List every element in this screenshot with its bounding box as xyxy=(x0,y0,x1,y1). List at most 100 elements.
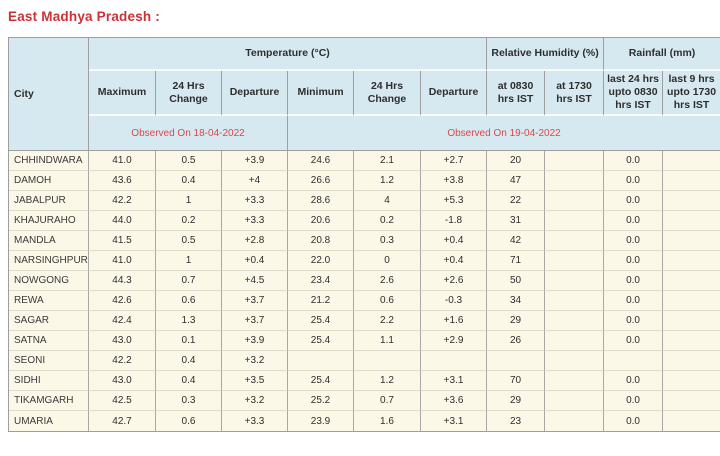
value-cell: 28.6 xyxy=(288,191,354,212)
value-cell: +3.9 xyxy=(222,331,288,352)
value-cell: 1.2 xyxy=(354,371,421,392)
col-header-rain-last9: last 9 hrs upto 1730 hrs IST xyxy=(663,71,720,117)
value-cell: 0.0 xyxy=(604,211,664,232)
group-header-rainfall: Rainfall (mm) xyxy=(604,38,720,71)
value-cell: 71 xyxy=(487,251,546,272)
value-cell: 0.2 xyxy=(156,211,222,232)
value-cell xyxy=(663,311,720,332)
value-cell xyxy=(545,211,605,232)
value-cell xyxy=(288,351,354,372)
value-cell xyxy=(545,231,605,252)
value-cell: 1 xyxy=(156,251,222,272)
value-cell: 0.0 xyxy=(604,191,664,212)
value-cell xyxy=(545,391,605,412)
value-cell xyxy=(663,191,720,212)
col-header-minimum: Minimum xyxy=(288,71,354,117)
value-cell xyxy=(663,271,720,292)
city-cell: SEONI xyxy=(9,351,89,372)
page-title: East Madhya Pradesh : xyxy=(8,9,161,24)
value-cell: 29 xyxy=(487,311,546,332)
value-cell: 44.0 xyxy=(89,211,156,232)
value-cell: 23.4 xyxy=(288,271,354,292)
value-cell: +4 xyxy=(222,171,288,192)
value-cell: 44.3 xyxy=(89,271,156,292)
value-cell: +2.8 xyxy=(222,231,288,252)
value-cell: 0 xyxy=(354,251,421,272)
value-cell: +3.8 xyxy=(421,171,488,192)
value-cell xyxy=(663,371,720,392)
col-header-min-24hrs-change: 24 Hrs Change xyxy=(354,71,421,117)
value-cell: -0.3 xyxy=(421,291,488,312)
value-cell: 41.0 xyxy=(89,151,156,172)
value-cell: 0.3 xyxy=(354,231,421,252)
value-cell: +3.3 xyxy=(222,211,288,232)
value-cell xyxy=(354,351,421,372)
col-header-max-departure: Departure xyxy=(222,71,288,117)
city-cell: UMARIA xyxy=(9,411,89,432)
value-cell xyxy=(663,151,720,172)
col-header-max-24hrs-change: 24 Hrs Change xyxy=(156,71,222,117)
value-cell: +3.1 xyxy=(421,411,488,432)
value-cell: 25.4 xyxy=(288,311,354,332)
value-cell: 0.4 xyxy=(156,371,222,392)
value-cell: 0.0 xyxy=(604,271,664,292)
value-cell xyxy=(545,291,605,312)
value-cell: +3.3 xyxy=(222,191,288,212)
table-row: TIKAMGARH 42.5 0.3 +3.2 25.2 0.7 +3.6 29 0.0 xyxy=(9,391,720,412)
value-cell: 22.0 xyxy=(288,251,354,272)
value-cell: 26 xyxy=(487,331,546,352)
value-cell: 25.2 xyxy=(288,391,354,412)
table-row: MANDLA 41.5 0.5 +2.8 20.8 0.3 +0.4 42 0.0 xyxy=(9,231,720,252)
value-cell: 0.0 xyxy=(604,251,664,272)
value-cell: +3.5 xyxy=(222,371,288,392)
value-cell: +3.6 xyxy=(421,391,488,412)
value-cell xyxy=(545,371,605,392)
value-cell: 42.7 xyxy=(89,411,156,432)
city-column-header: City xyxy=(9,38,89,152)
observed-banner-18-04-label: Observed On 18-04-2022 xyxy=(131,127,245,139)
value-cell xyxy=(545,271,605,292)
table-body: CHHINDWARA 41.0 0.5 +3.9 24.6 2.1 +2.7 20 0.0 DAM… xyxy=(9,151,720,432)
value-cell: 42.6 xyxy=(89,291,156,312)
value-cell: 1.3 xyxy=(156,311,222,332)
value-cell: -1.8 xyxy=(421,211,488,232)
city-cell: SATNA xyxy=(9,331,89,352)
table-header: City Temperature (°C) Relative Humidity … xyxy=(9,38,720,152)
value-cell: 41.0 xyxy=(89,251,156,272)
value-cell: 25.4 xyxy=(288,371,354,392)
value-cell xyxy=(421,351,488,372)
value-cell: 70 xyxy=(487,371,546,392)
value-cell: +3.7 xyxy=(222,291,288,312)
table-row: SEONI 42.2 0.4 +3.2 xyxy=(9,351,720,372)
value-cell: 29 xyxy=(487,391,546,412)
value-cell: 0.6 xyxy=(156,291,222,312)
col-header-min-departure: Departure xyxy=(421,71,488,117)
table-row: KHAJURAHO 44.0 0.2 +3.3 20.6 0.2 -1.8 31 0.0 xyxy=(9,211,720,232)
observed-banner-18-04: Observed On 18-04-2022 xyxy=(89,116,288,152)
table-row: SIDHI 43.0 0.4 +3.5 25.4 1.2 +3.1 70 0.0 xyxy=(9,371,720,392)
observed-banner-row: Observed On 18-04-2022 Observed On 19-04… xyxy=(9,116,720,152)
value-cell: 50 xyxy=(487,271,546,292)
city-cell: TIKAMGARH xyxy=(9,391,89,412)
value-cell: 26.6 xyxy=(288,171,354,192)
value-cell: 31 xyxy=(487,211,546,232)
value-cell xyxy=(545,171,605,192)
city-cell: NARSINGHPUR xyxy=(9,251,89,272)
value-cell: 23.9 xyxy=(288,411,354,432)
col-header-maximum: Maximum xyxy=(89,71,156,117)
value-cell: 0.0 xyxy=(604,231,664,252)
table-row: UMARIA 42.7 0.6 +3.3 23.9 1.6 +3.1 23 0.0 xyxy=(9,411,720,432)
city-cell: KHAJURAHO xyxy=(9,211,89,232)
col-header-humidity-0830: at 0830 hrs IST xyxy=(487,71,546,117)
value-cell xyxy=(545,191,605,212)
value-cell: 0.3 xyxy=(156,391,222,412)
value-cell: 0.0 xyxy=(604,331,664,352)
value-cell xyxy=(663,351,720,372)
value-cell: 2.1 xyxy=(354,151,421,172)
value-cell: 0.7 xyxy=(354,391,421,412)
value-cell: +2.9 xyxy=(421,331,488,352)
value-cell: 23 xyxy=(487,411,546,432)
value-cell: 0.0 xyxy=(604,411,664,432)
value-cell: 42.5 xyxy=(89,391,156,412)
value-cell: +3.7 xyxy=(222,311,288,332)
